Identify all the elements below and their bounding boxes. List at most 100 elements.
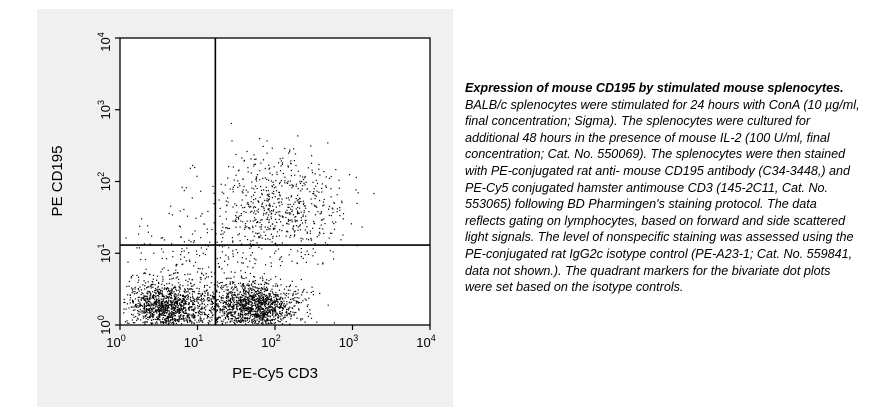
scatter-dot [278,201,280,203]
scatter-dot [244,303,246,305]
scatter-dot [204,253,206,256]
scatter-dot [227,228,229,230]
scatter-dot [295,198,297,200]
scatter-dot [315,185,317,187]
scatter-dot [245,277,247,279]
scatter-dot [159,293,161,295]
scatter-dot [241,314,243,316]
scatter-dot [195,250,198,252]
scatter-dot [158,311,161,313]
scatter-dot [149,295,151,297]
scatter-dot [265,316,267,318]
scatter-dot [158,302,160,305]
scatter-dot [282,318,284,320]
scatter-dot [238,302,240,304]
scatter-dot [153,302,155,304]
scatter-dot [296,317,298,319]
scatter-dot [149,285,151,287]
scatter-dot [268,304,270,306]
scatter-dot [244,306,246,308]
scatter-dot [226,294,228,296]
scatter-dot [230,277,232,279]
scatter-dot [226,314,229,316]
scatter-dot [246,317,248,320]
scatter-dot [259,308,261,310]
scatter-dot [220,309,222,311]
scatter-dot [250,291,253,293]
scatter-dot [180,305,182,307]
scatter-dot [304,321,306,323]
scatter-dot [268,228,270,230]
scatter-dot [132,314,134,316]
scatter-dot [160,307,162,309]
scatter-dot [314,251,316,253]
scatter-dot [185,187,187,189]
scatter-dot [193,265,195,267]
scatter-dot [271,309,273,311]
scatter-dot [256,323,258,325]
scatter-dot [156,312,158,314]
scatter-dot [350,223,352,225]
scatter-dot [154,322,156,324]
scatter-dot [274,285,276,287]
scatter-dot [297,170,299,172]
scatter-dot [181,318,183,320]
scatter-dot [201,292,204,294]
scatter-dot [145,268,147,270]
scatter-dot [237,234,239,236]
scatter-dot [241,199,243,201]
scatter-dot [141,218,143,220]
scatter-dot [213,307,215,310]
scatter-dot [269,203,271,205]
scatter-dot [297,250,299,252]
scatter-dot [323,232,325,235]
scatter-dot [158,304,160,306]
scatter-dot [144,311,146,313]
scatter-dot [253,288,255,291]
scatter-dot [142,297,144,299]
scatter-dot [247,291,249,293]
scatter-dot [332,208,334,210]
scatter-dot [168,289,170,291]
scatter-dot [247,306,249,309]
scatter-dot [266,318,268,320]
scatter-dot [149,291,151,293]
scatter-dot [249,272,252,275]
scatter-dot [248,227,250,229]
scatter-dot [150,297,152,299]
scatter-dot [221,322,223,324]
scatter-dot [318,231,321,233]
scatter-dot [278,298,280,301]
scatter-dot [262,316,264,318]
scatter-dot [221,223,224,225]
scatter-dot [172,287,174,289]
scatter-dot [169,321,171,323]
scatter-dot [178,289,180,291]
scatter-dot [249,211,252,213]
scatter-dot [197,267,199,269]
scatter-dot [244,305,246,307]
scatter-dot [186,298,188,300]
scatter-dot [161,307,163,309]
scatter-dot [231,281,233,283]
scatter-dot [300,217,302,219]
scatter-dot [246,284,248,286]
scatter-dot [151,283,153,285]
scatter-dot [221,288,223,290]
scatter-dot [264,301,266,303]
scatter-dot [183,318,185,320]
scatter-dot [280,313,282,315]
scatter-dot [178,317,180,319]
scatter-dot [342,234,344,236]
scatter-dot [183,314,185,317]
scatter-dot [255,305,257,307]
scatter-dot [262,214,265,216]
scatter-dot [255,320,257,322]
scatter-dot [330,215,332,217]
scatter-dot [171,284,173,286]
scatter-dot [250,313,252,316]
scatter-dot [152,307,154,309]
scatter-dot [162,303,164,305]
scatter-dot [137,281,139,283]
scatter-dot [139,306,141,308]
